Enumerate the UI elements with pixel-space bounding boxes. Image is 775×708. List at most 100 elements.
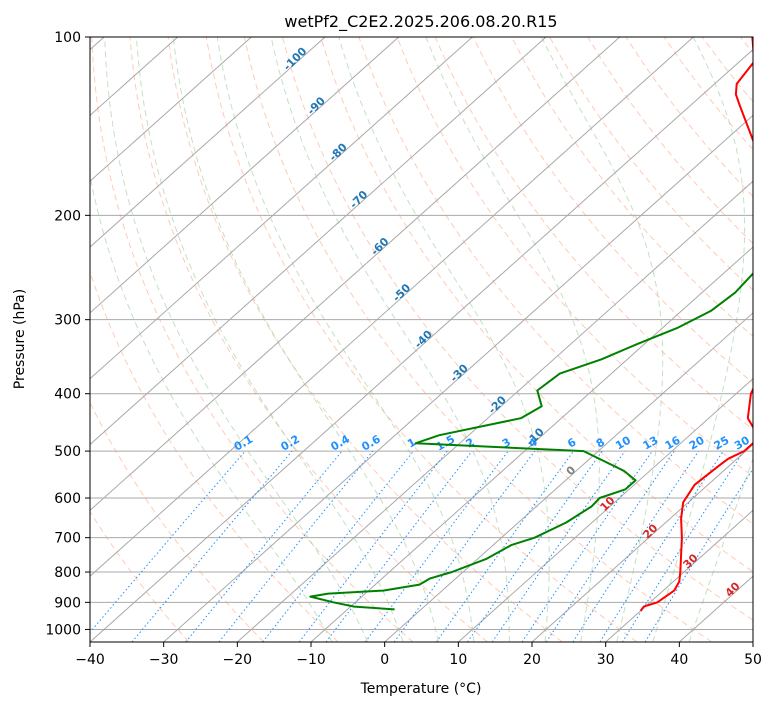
dry-adiabat-line bbox=[472, 37, 753, 384]
y-tick-label: 300 bbox=[54, 313, 81, 329]
isotherm-line bbox=[90, 37, 694, 577]
x-tick-label: −10 bbox=[296, 652, 326, 668]
y-tick-label: 700 bbox=[54, 531, 81, 547]
mixing-ratio-label: 8 bbox=[594, 436, 607, 451]
isotherm-line bbox=[90, 37, 473, 380]
mixing-ratio-line bbox=[491, 450, 626, 642]
x-tick-label: 40 bbox=[670, 652, 688, 668]
isotherm-label: -40 bbox=[412, 327, 435, 350]
y-tick-label: 1000 bbox=[45, 622, 81, 638]
moist-adiabat-line bbox=[688, 457, 753, 642]
x-tick-label: 30 bbox=[597, 652, 615, 668]
isotherm-line bbox=[90, 37, 400, 314]
dewpoint-profile-line bbox=[309, 272, 753, 611]
x-tick-label: −30 bbox=[149, 652, 179, 668]
isotherm-label: -80 bbox=[327, 140, 350, 163]
dry-adiabat-line bbox=[243, 37, 712, 642]
mixing-ratio-line bbox=[218, 450, 374, 642]
moist-adiabat-line bbox=[270, 37, 510, 642]
mixing-ratio-line bbox=[90, 450, 246, 634]
isotherm-line bbox=[90, 37, 252, 182]
mixing-ratio-line bbox=[621, 450, 745, 642]
isotherm-line bbox=[752, 641, 753, 642]
isotherm-label: 30 bbox=[681, 551, 701, 571]
isotherm-line bbox=[163, 114, 753, 642]
x-tick-label: 0 bbox=[380, 652, 389, 668]
moist-adiabat-line bbox=[652, 37, 746, 642]
mixing-ratio-label: 2 bbox=[464, 436, 477, 451]
dry-adiabat-line bbox=[549, 37, 753, 291]
y-tick-label: 500 bbox=[54, 444, 81, 460]
isotherm-line bbox=[458, 378, 753, 642]
mixing-ratio-line bbox=[262, 450, 414, 642]
isotherm-label: 40 bbox=[723, 579, 743, 599]
mixing-ratio-line bbox=[572, 450, 700, 642]
x-axis-title: Temperature (°C) bbox=[360, 681, 482, 697]
mixing-ratio-line bbox=[545, 450, 675, 642]
mixing-ratio-label: 20 bbox=[687, 433, 707, 452]
y-tick-label: 100 bbox=[54, 30, 81, 46]
isotherm-label: -60 bbox=[368, 235, 391, 258]
isotherm-line bbox=[90, 48, 753, 642]
moist-adiabat-line bbox=[90, 173, 333, 642]
isotherm-label: -90 bbox=[305, 94, 328, 117]
isotherm-label: -100 bbox=[281, 44, 310, 73]
mixing-ratio-line bbox=[131, 450, 293, 642]
isotherm-label: -10 bbox=[524, 425, 547, 448]
moist-adiabat-line bbox=[216, 37, 475, 642]
isotherm-line bbox=[90, 37, 326, 248]
x-tick-label: 50 bbox=[744, 652, 762, 668]
mixing-ratio-line bbox=[393, 450, 536, 642]
isotherm-line bbox=[531, 443, 753, 642]
x-tick-label: −40 bbox=[75, 652, 105, 668]
mixing-ratio-label: 0.6 bbox=[359, 432, 383, 453]
mixing-ratio-line bbox=[325, 450, 473, 642]
mixing-ratio-line bbox=[521, 450, 653, 642]
mixing-ratio-label: 13 bbox=[641, 434, 661, 453]
y-tick-label: 600 bbox=[54, 491, 81, 507]
isotherm-line bbox=[237, 180, 753, 642]
moist-adiabat-line bbox=[425, 37, 600, 642]
dry-adiabat-line bbox=[434, 37, 753, 431]
dry-adiabat-line bbox=[90, 270, 339, 642]
dry-adiabat-line bbox=[90, 510, 190, 642]
mixing-ratio-label: 30 bbox=[732, 433, 752, 452]
y-tick-label: 900 bbox=[54, 595, 81, 611]
mixing-ratio-line bbox=[185, 450, 343, 642]
mixing-ratio-label: 0.2 bbox=[279, 433, 302, 454]
dry-adiabat-line bbox=[511, 37, 753, 338]
moist-adiabat-line bbox=[172, 37, 439, 642]
mixing-ratio-line bbox=[599, 450, 724, 642]
mixing-ratio-label: 25 bbox=[712, 434, 732, 453]
y-axis-title: Pressure (hPa) bbox=[12, 289, 28, 389]
mixing-ratio-label: 16 bbox=[663, 433, 683, 452]
isotherm-line bbox=[310, 246, 753, 642]
temperature-profile-line bbox=[639, 37, 753, 612]
mixing-ratio-label: 10 bbox=[613, 433, 633, 452]
x-tick-label: 10 bbox=[449, 652, 467, 668]
isotherm-label: -50 bbox=[390, 281, 413, 304]
y-tick-label: 800 bbox=[54, 565, 81, 581]
dry-adiabat-line bbox=[740, 37, 753, 54]
plot-frame bbox=[89, 36, 754, 643]
moist-adiabat-line bbox=[135, 37, 404, 642]
mixing-ratio-line bbox=[435, 450, 575, 642]
dry-adiabat-line bbox=[91, 37, 414, 642]
y-tick-label: 200 bbox=[54, 208, 81, 224]
isotherm-line bbox=[90, 37, 547, 446]
dry-adiabat-line bbox=[282, 37, 753, 621]
dry-adiabat-line bbox=[129, 37, 488, 642]
mixing-ratio-label: 0.1 bbox=[232, 433, 255, 454]
isotherm-line bbox=[679, 575, 753, 642]
moist-adiabat-line bbox=[541, 37, 664, 642]
mixing-ratio-line bbox=[298, 450, 448, 642]
dry-adiabat-line bbox=[396, 37, 753, 478]
mixing-ratio-label: 36 bbox=[753, 433, 773, 452]
mixing-ratio-line bbox=[467, 450, 603, 642]
dry-adiabat-line bbox=[205, 37, 638, 642]
isotherm-label: -20 bbox=[486, 393, 509, 416]
moist-adiabat-line bbox=[104, 37, 369, 642]
isotherm-line bbox=[90, 37, 621, 512]
x-tick-label: 20 bbox=[523, 652, 541, 668]
